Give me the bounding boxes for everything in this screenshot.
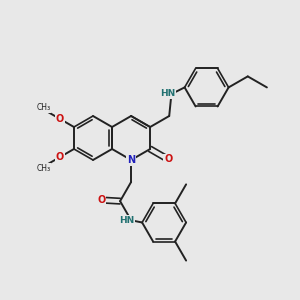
Text: CH₃: CH₃ (36, 103, 50, 112)
Text: O: O (97, 195, 106, 205)
Text: N: N (127, 155, 135, 165)
Text: HN: HN (119, 216, 135, 225)
Text: O: O (56, 152, 64, 162)
Text: O: O (164, 154, 172, 164)
Text: O: O (56, 114, 64, 124)
Text: HN: HN (160, 89, 175, 98)
Text: CH₃: CH₃ (36, 164, 50, 172)
